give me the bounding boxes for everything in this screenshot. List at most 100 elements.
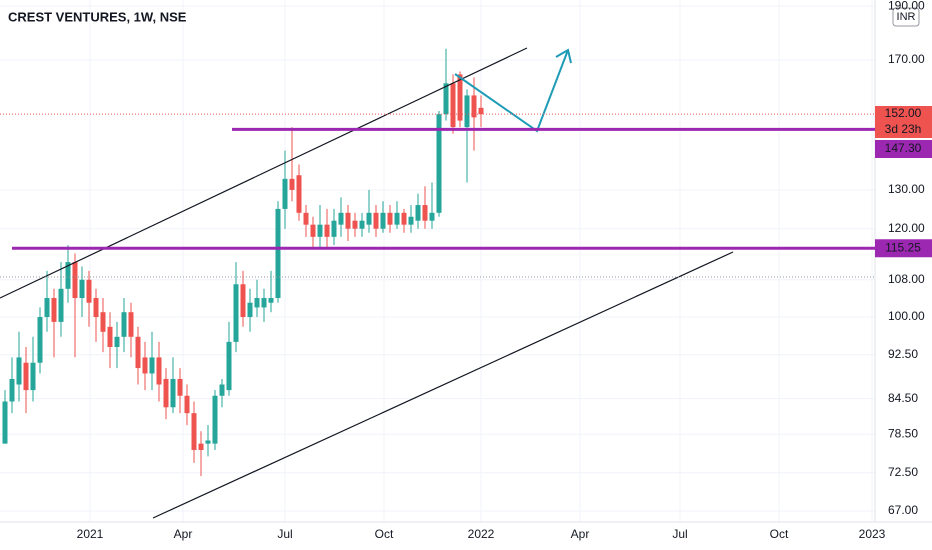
candle-body bbox=[289, 178, 295, 190]
candle-body bbox=[114, 336, 120, 347]
x-tick-label: Oct bbox=[770, 527, 789, 541]
candle-body bbox=[387, 212, 393, 225]
candle-body bbox=[275, 208, 281, 299]
x-tick-label: 2021 bbox=[77, 527, 104, 541]
candle-body bbox=[345, 212, 351, 229]
candle-body bbox=[30, 362, 36, 391]
candle-body bbox=[184, 395, 190, 414]
candle-body bbox=[163, 378, 169, 408]
candle-body bbox=[149, 357, 155, 374]
candle-body bbox=[261, 298, 267, 308]
candle-body bbox=[198, 443, 204, 450]
candle-body bbox=[359, 220, 365, 229]
candle-body bbox=[23, 362, 29, 391]
candle-body bbox=[121, 312, 127, 337]
candle-body bbox=[79, 279, 85, 299]
last-price-label-bg bbox=[875, 106, 932, 122]
candle-body bbox=[352, 220, 358, 229]
channel-upper bbox=[0, 47, 528, 299]
candle-body bbox=[156, 357, 162, 385]
candle-body bbox=[142, 357, 148, 374]
candle-body bbox=[408, 216, 414, 225]
y-tick-label: 84.50 bbox=[888, 391, 918, 405]
y-tick-label: 67.00 bbox=[888, 503, 918, 517]
candle-body bbox=[366, 212, 372, 225]
candle-body bbox=[86, 279, 92, 303]
candle-body bbox=[65, 262, 71, 289]
x-tick-label: Oct bbox=[375, 527, 394, 541]
candle-body bbox=[135, 336, 141, 369]
arrow-head bbox=[555, 48, 572, 64]
candle-body bbox=[338, 212, 344, 225]
projection-arrow bbox=[454, 49, 569, 133]
candle-body bbox=[443, 83, 449, 115]
x-tick-label: Jul bbox=[672, 527, 687, 541]
candle-body bbox=[233, 284, 239, 342]
candles bbox=[2, 48, 484, 477]
y-tick-label: 190.00 bbox=[888, 0, 925, 12]
y-tick-label: 100.00 bbox=[888, 309, 925, 323]
level-label-bg bbox=[875, 140, 932, 158]
candle-body bbox=[268, 298, 274, 303]
candle-body bbox=[429, 212, 435, 221]
candle-body bbox=[240, 284, 246, 318]
y-tick-label: 72.50 bbox=[888, 465, 918, 479]
candle-body bbox=[219, 384, 225, 396]
y-tick-label: 78.50 bbox=[888, 426, 918, 440]
x-tick-label: 2023 bbox=[859, 527, 886, 541]
candle-body bbox=[107, 326, 113, 347]
candle-body bbox=[324, 224, 330, 237]
y-tick-label: 108.00 bbox=[888, 272, 925, 286]
candle-body bbox=[450, 83, 456, 128]
candle-body bbox=[205, 440, 211, 444]
currency: INR bbox=[897, 11, 916, 23]
candle-body bbox=[401, 212, 407, 225]
candle-body bbox=[464, 95, 470, 128]
candle-body bbox=[72, 262, 78, 299]
level-label-bg bbox=[875, 239, 932, 258]
candle-body bbox=[51, 298, 57, 322]
candle-body bbox=[9, 378, 15, 402]
candle-body bbox=[177, 378, 183, 396]
candle-body bbox=[170, 378, 176, 408]
candle-body bbox=[212, 395, 218, 444]
candle-body bbox=[247, 302, 253, 318]
chart-title: CREST VENTURES, 1W, NSE bbox=[8, 9, 187, 24]
candle-body bbox=[478, 107, 484, 115]
y-tick-label: 170.00 bbox=[888, 52, 925, 66]
y-tick-label: 130.00 bbox=[888, 182, 925, 196]
candle-body bbox=[331, 220, 337, 237]
candle-body bbox=[37, 317, 43, 363]
candle-body bbox=[254, 298, 260, 308]
candle-body bbox=[303, 212, 309, 225]
x-tick-label: 2022 bbox=[468, 527, 495, 541]
candle-body bbox=[16, 357, 22, 385]
candle-body bbox=[415, 205, 421, 221]
countdown-label-bg bbox=[875, 122, 932, 138]
x-tick-label: Apr bbox=[571, 527, 590, 541]
currency-badge[interactable] bbox=[892, 7, 920, 27]
level-label: 147.30 bbox=[885, 141, 922, 155]
candle-body bbox=[422, 205, 428, 221]
candle-body bbox=[457, 74, 463, 121]
candle-body bbox=[373, 212, 379, 229]
level-label: 115.25 bbox=[885, 240, 921, 254]
candle-body bbox=[93, 298, 99, 318]
y-tick-label: 92.50 bbox=[888, 347, 918, 361]
candle-body bbox=[394, 212, 400, 225]
candle-body bbox=[226, 341, 232, 391]
candle-body bbox=[317, 224, 323, 237]
candle-body bbox=[2, 401, 8, 444]
countdown-label: 3d 23h bbox=[885, 122, 922, 136]
candle-body bbox=[58, 288, 64, 322]
y-tick-label: 120.00 bbox=[888, 221, 925, 235]
candle-body bbox=[296, 175, 302, 213]
candle-body bbox=[471, 95, 477, 118]
candle-body bbox=[282, 178, 288, 209]
candle-body bbox=[44, 298, 50, 318]
candle-body bbox=[380, 212, 386, 229]
channel-lower bbox=[152, 251, 734, 519]
candle-body bbox=[310, 224, 316, 237]
candle-body bbox=[436, 114, 442, 213]
